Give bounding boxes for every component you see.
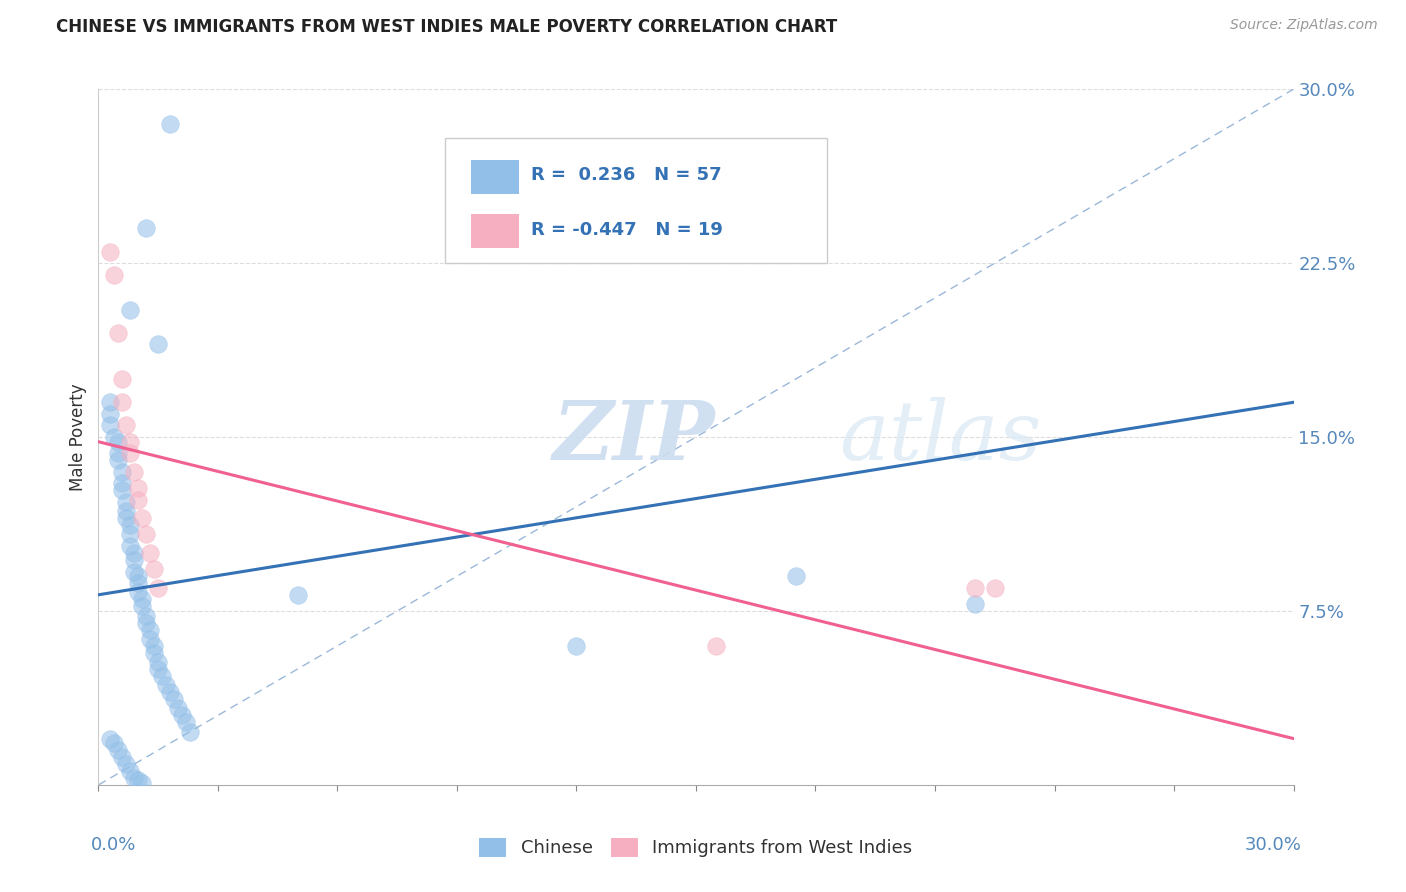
Bar — [471, 161, 519, 194]
Point — [103, 430, 125, 444]
Text: 30.0%: 30.0% — [1244, 836, 1302, 854]
Point — [983, 581, 1005, 595]
Point — [111, 395, 134, 409]
Point — [135, 221, 157, 235]
Point — [127, 585, 149, 599]
Point — [131, 592, 153, 607]
Text: ZIP: ZIP — [553, 397, 716, 477]
Point — [159, 685, 181, 699]
Point — [103, 268, 125, 282]
Point — [143, 562, 166, 576]
Point — [159, 117, 181, 131]
Point — [148, 662, 170, 676]
Point — [124, 553, 146, 567]
Point — [111, 483, 134, 498]
Point — [143, 646, 166, 660]
Point — [107, 434, 129, 449]
Point — [115, 504, 138, 518]
Point — [704, 639, 727, 653]
Point — [127, 569, 149, 583]
Point — [107, 446, 129, 460]
Point — [111, 476, 134, 491]
Point — [120, 446, 142, 460]
Y-axis label: Male Poverty: Male Poverty — [69, 384, 87, 491]
Point — [111, 372, 134, 386]
Point — [135, 615, 157, 630]
Point — [155, 678, 177, 692]
Point — [115, 757, 138, 772]
Point — [127, 481, 149, 495]
Point — [287, 588, 309, 602]
Point — [963, 581, 986, 595]
Text: CHINESE VS IMMIGRANTS FROM WEST INDIES MALE POVERTY CORRELATION CHART: CHINESE VS IMMIGRANTS FROM WEST INDIES M… — [56, 18, 838, 36]
Point — [124, 465, 146, 479]
Point — [131, 775, 153, 789]
Point — [139, 623, 162, 637]
Point — [127, 492, 149, 507]
Point — [150, 669, 173, 683]
Point — [107, 453, 129, 467]
Point — [124, 771, 146, 785]
Point — [111, 465, 134, 479]
Point — [107, 743, 129, 757]
Point — [124, 565, 146, 579]
Point — [120, 518, 142, 533]
Point — [127, 576, 149, 591]
Point — [131, 511, 153, 525]
Legend: Chinese, Immigrants from West Indies: Chinese, Immigrants from West Indies — [471, 829, 921, 866]
Point — [172, 708, 194, 723]
Point — [98, 418, 122, 433]
FancyBboxPatch shape — [444, 138, 827, 263]
Point — [124, 546, 146, 560]
Point — [120, 764, 142, 778]
Point — [148, 581, 170, 595]
Point — [148, 337, 170, 351]
Point — [120, 527, 142, 541]
Point — [120, 434, 142, 449]
Point — [115, 495, 138, 509]
Point — [107, 326, 129, 340]
Text: 0.0%: 0.0% — [90, 836, 136, 854]
Point — [565, 639, 588, 653]
Point — [135, 527, 157, 541]
Point — [131, 599, 153, 614]
Point — [143, 639, 166, 653]
Point — [139, 546, 162, 560]
Text: R =  0.236   N = 57: R = 0.236 N = 57 — [531, 167, 721, 185]
Point — [139, 632, 162, 646]
Text: atlas: atlas — [839, 397, 1042, 477]
Text: R = -0.447   N = 19: R = -0.447 N = 19 — [531, 220, 723, 239]
Point — [127, 773, 149, 788]
Point — [115, 418, 138, 433]
Point — [135, 608, 157, 623]
Point — [963, 597, 986, 611]
Point — [120, 539, 142, 553]
Point — [179, 724, 201, 739]
Point — [163, 692, 186, 706]
Point — [98, 395, 122, 409]
Point — [120, 302, 142, 317]
Point — [148, 655, 170, 669]
Point — [98, 731, 122, 746]
Point — [167, 701, 190, 715]
Point — [785, 569, 807, 583]
Point — [98, 244, 122, 259]
Point — [111, 750, 134, 764]
Point — [103, 736, 125, 750]
Point — [115, 511, 138, 525]
Text: Source: ZipAtlas.com: Source: ZipAtlas.com — [1230, 18, 1378, 32]
Point — [174, 715, 197, 730]
Bar — [471, 214, 519, 248]
Point — [98, 407, 122, 421]
